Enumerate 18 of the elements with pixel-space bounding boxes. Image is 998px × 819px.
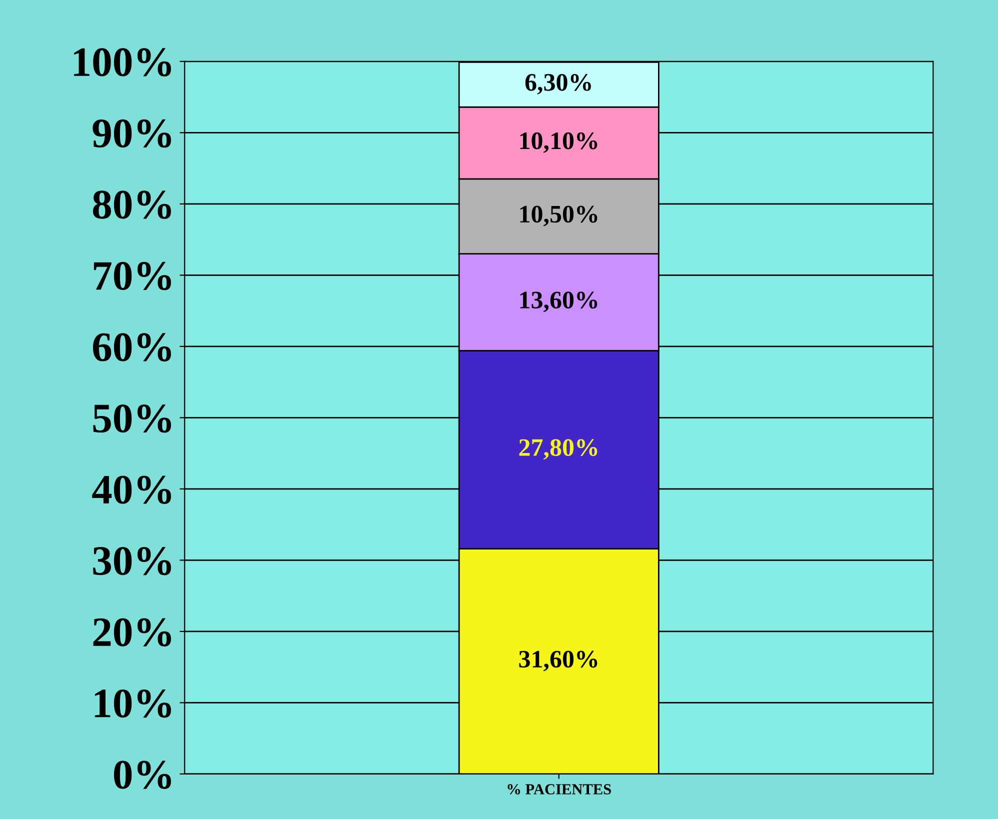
- y-tick-label: 50%: [93, 404, 171, 433]
- data-label: 31,60%: [519, 650, 598, 672]
- y-tick-label: 30%: [93, 546, 171, 576]
- data-label: 10,50%: [520, 206, 598, 226]
- y-tick-label: 80%: [92, 190, 171, 219]
- y-tick-label: 100%: [74, 48, 171, 76]
- data-label: 13,60%: [520, 292, 598, 312]
- data-label: 27,80%: [519, 439, 598, 460]
- y-tick-label: 40%: [92, 476, 171, 504]
- x-tick-label: % PACIENTES: [508, 784, 611, 794]
- data-label: 10,10%: [520, 132, 598, 153]
- y-tick-label: 70%: [94, 262, 171, 290]
- y-tick-label: 60%: [93, 333, 171, 362]
- y-tick-label: 20%: [93, 618, 171, 646]
- y-tick-label: 10%: [94, 689, 171, 718]
- y-tick-label: 90%: [92, 119, 171, 148]
- data-label: 6,30%: [525, 74, 591, 94]
- y-tick-label: 0%: [114, 760, 171, 789]
